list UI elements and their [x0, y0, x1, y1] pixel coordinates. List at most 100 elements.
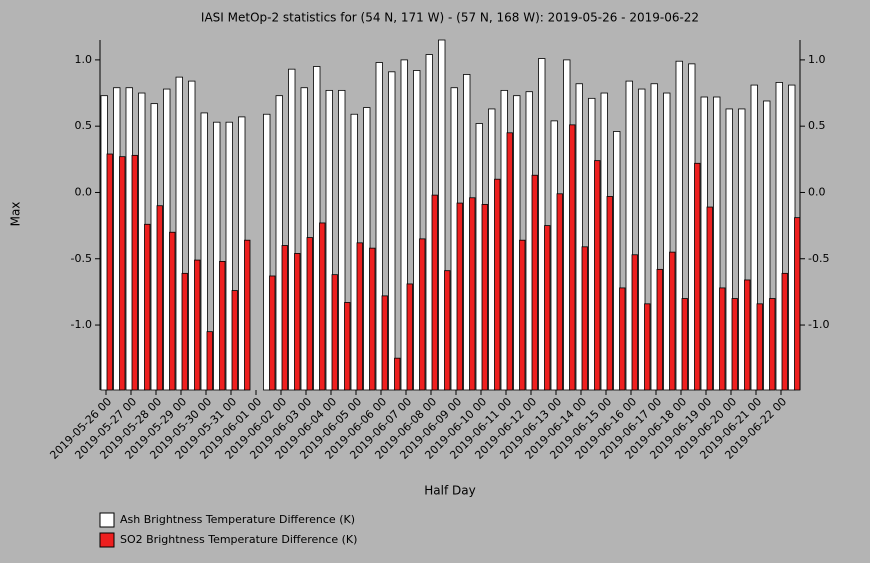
bar — [594, 160, 601, 391]
bar — [469, 197, 476, 391]
y2-tick-label: -0.5 — [808, 252, 829, 265]
bar — [656, 268, 663, 391]
bar — [363, 107, 371, 391]
bar — [750, 84, 758, 391]
bar — [644, 303, 651, 391]
bar — [706, 206, 713, 391]
bar — [213, 121, 221, 391]
bar — [794, 217, 801, 391]
bar — [125, 87, 133, 391]
bar — [388, 71, 396, 391]
bar — [406, 283, 413, 391]
bar — [463, 74, 471, 391]
bar — [419, 238, 426, 391]
bar — [588, 97, 596, 391]
bar — [506, 132, 513, 391]
bar — [525, 91, 533, 391]
bar — [281, 245, 288, 391]
bar — [513, 95, 521, 391]
bar — [325, 89, 333, 391]
bar — [563, 59, 571, 391]
bar — [775, 82, 783, 391]
bar — [444, 270, 451, 391]
bar — [456, 202, 463, 391]
bar — [175, 76, 183, 391]
legend-swatch — [99, 532, 115, 548]
bar — [194, 259, 201, 391]
bar — [375, 62, 383, 391]
bar — [638, 88, 646, 391]
y-tick-label: 0.5 — [75, 119, 93, 132]
bar — [519, 239, 526, 391]
bar — [413, 70, 421, 391]
bar — [169, 231, 176, 391]
bar — [581, 246, 588, 391]
bar — [231, 290, 238, 391]
y-tick-label: 1.0 — [75, 53, 93, 66]
bar — [700, 96, 708, 391]
bar — [625, 80, 633, 391]
bar — [225, 121, 233, 391]
bar — [331, 274, 338, 391]
bar — [494, 178, 501, 391]
bar — [394, 357, 401, 391]
bar — [244, 239, 251, 391]
bar — [744, 279, 751, 391]
bar — [600, 92, 608, 391]
y2-tick-label: 1.0 — [808, 53, 826, 66]
bar — [119, 156, 126, 391]
y-tick-label: 0.0 — [75, 185, 93, 198]
bar — [294, 253, 301, 391]
bar — [113, 87, 121, 391]
bar — [188, 80, 196, 391]
bar — [269, 275, 276, 391]
bar — [338, 89, 346, 391]
bar — [725, 108, 733, 391]
bar — [613, 131, 621, 391]
bar — [138, 92, 146, 391]
bar — [350, 113, 358, 391]
bar — [131, 154, 138, 391]
bar — [781, 272, 788, 391]
bar — [288, 68, 296, 391]
bar — [263, 113, 271, 391]
bar — [538, 58, 546, 391]
bar — [731, 298, 738, 391]
bar — [356, 242, 363, 391]
bar — [206, 331, 213, 391]
bar — [675, 60, 683, 391]
bar — [313, 66, 321, 391]
bar — [763, 100, 771, 391]
bar — [788, 84, 796, 391]
bar — [550, 120, 558, 391]
bar — [381, 295, 388, 391]
y-axis-label: Max — [9, 202, 23, 227]
bar — [106, 153, 113, 391]
bar — [481, 203, 488, 391]
bar — [200, 112, 208, 391]
bar — [650, 83, 658, 391]
bar — [713, 96, 721, 391]
bar — [544, 225, 551, 391]
bar — [575, 83, 583, 391]
bar — [181, 272, 188, 391]
y2-tick-label: -1.0 — [808, 318, 829, 331]
bar — [300, 87, 308, 391]
bar — [738, 108, 746, 391]
bar — [694, 162, 701, 391]
bar — [144, 223, 151, 391]
bar — [631, 254, 638, 391]
bar — [156, 205, 163, 391]
bar — [431, 194, 438, 391]
bar — [450, 87, 458, 391]
bar — [769, 298, 776, 391]
bar — [619, 287, 626, 391]
bar — [500, 89, 508, 391]
legend-label: SO2 Brightness Temperature Difference (K… — [120, 533, 357, 546]
x-axis-label: Half Day — [424, 484, 475, 498]
y2-tick-label: 0.5 — [808, 119, 826, 132]
bar — [150, 103, 158, 391]
bar — [369, 247, 376, 391]
y-tick-label: -0.5 — [71, 252, 92, 265]
